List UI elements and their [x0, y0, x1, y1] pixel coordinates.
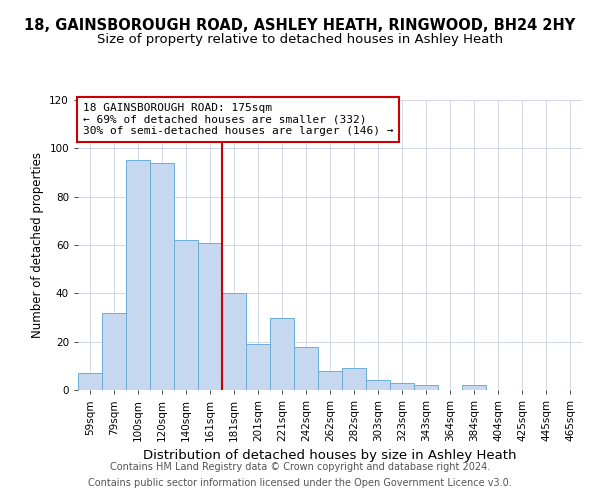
Text: 18 GAINSBOROUGH ROAD: 175sqm
← 69% of detached houses are smaller (332)
30% of s: 18 GAINSBOROUGH ROAD: 175sqm ← 69% of de…	[83, 103, 394, 136]
Bar	[198, 242, 222, 390]
Text: Contains public sector information licensed under the Open Government Licence v3: Contains public sector information licen…	[88, 478, 512, 488]
Bar	[102, 312, 126, 390]
Bar	[246, 344, 270, 390]
Bar	[270, 318, 294, 390]
Bar	[174, 240, 198, 390]
Bar	[318, 370, 342, 390]
Bar	[366, 380, 390, 390]
Bar	[390, 383, 414, 390]
Bar	[150, 163, 174, 390]
Text: 18, GAINSBOROUGH ROAD, ASHLEY HEATH, RINGWOOD, BH24 2HY: 18, GAINSBOROUGH ROAD, ASHLEY HEATH, RIN…	[25, 18, 575, 32]
Bar	[414, 385, 438, 390]
Y-axis label: Number of detached properties: Number of detached properties	[31, 152, 44, 338]
X-axis label: Distribution of detached houses by size in Ashley Heath: Distribution of detached houses by size …	[143, 450, 517, 462]
Bar	[294, 346, 318, 390]
Text: Size of property relative to detached houses in Ashley Heath: Size of property relative to detached ho…	[97, 32, 503, 46]
Bar	[222, 294, 246, 390]
Bar	[342, 368, 366, 390]
Text: Contains HM Land Registry data © Crown copyright and database right 2024.: Contains HM Land Registry data © Crown c…	[110, 462, 490, 472]
Bar	[126, 160, 150, 390]
Bar	[462, 385, 486, 390]
Bar	[78, 373, 102, 390]
